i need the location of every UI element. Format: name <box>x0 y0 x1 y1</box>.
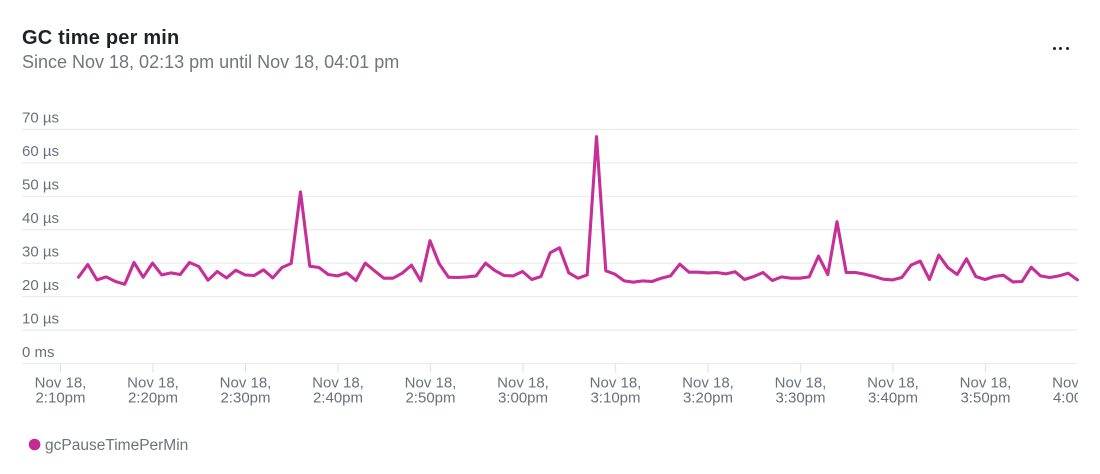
svg-text:Nov 18,: Nov 18, <box>775 375 827 392</box>
svg-text:3:10pm: 3:10pm <box>590 389 640 406</box>
svg-text:Nov 18,: Nov 18, <box>682 375 734 392</box>
svg-text:70 µs: 70 µs <box>22 110 59 127</box>
svg-text:0 ms: 0 ms <box>22 344 55 361</box>
svg-text:Nov 18,: Nov 18, <box>35 375 87 392</box>
svg-text:2:20pm: 2:20pm <box>128 389 178 406</box>
svg-text:2:10pm: 2:10pm <box>35 389 85 406</box>
svg-text:Nov 18,: Nov 18, <box>312 375 364 392</box>
svg-text:20 µs: 20 µs <box>22 277 59 294</box>
svg-text:Nov 18,: Nov 18, <box>405 375 457 392</box>
svg-text:Nov 18,: Nov 18, <box>127 375 179 392</box>
svg-text:Nov 18,: Nov 18, <box>867 375 919 392</box>
svg-text:3:50pm: 3:50pm <box>960 389 1010 406</box>
svg-text:Nov 18,: Nov 18, <box>1052 375 1100 392</box>
svg-text:Nov 18,: Nov 18, <box>497 375 549 392</box>
svg-text:Nov 18,: Nov 18, <box>590 375 642 392</box>
svg-text:3:40pm: 3:40pm <box>868 389 918 406</box>
svg-text:40 µs: 40 µs <box>22 210 59 227</box>
svg-text:2:50pm: 2:50pm <box>405 389 455 406</box>
svg-text:2:40pm: 2:40pm <box>313 389 363 406</box>
svg-text:3:30pm: 3:30pm <box>775 389 825 406</box>
svg-text:gcPauseTimePerMin: gcPauseTimePerMin <box>45 437 188 454</box>
svg-text:Nov 18,: Nov 18, <box>220 375 272 392</box>
svg-text:30 µs: 30 µs <box>22 243 59 260</box>
svg-text:50 µs: 50 µs <box>22 177 59 194</box>
svg-text:2:30pm: 2:30pm <box>220 389 270 406</box>
svg-text:60 µs: 60 µs <box>22 143 59 160</box>
svg-text:10 µs: 10 µs <box>22 310 59 327</box>
svg-text:Nov 18,: Nov 18, <box>960 375 1012 392</box>
svg-text:3:00pm: 3:00pm <box>498 389 548 406</box>
svg-text:3:20pm: 3:20pm <box>683 389 733 406</box>
svg-text:4:00pm: 4:00pm <box>1053 389 1100 406</box>
